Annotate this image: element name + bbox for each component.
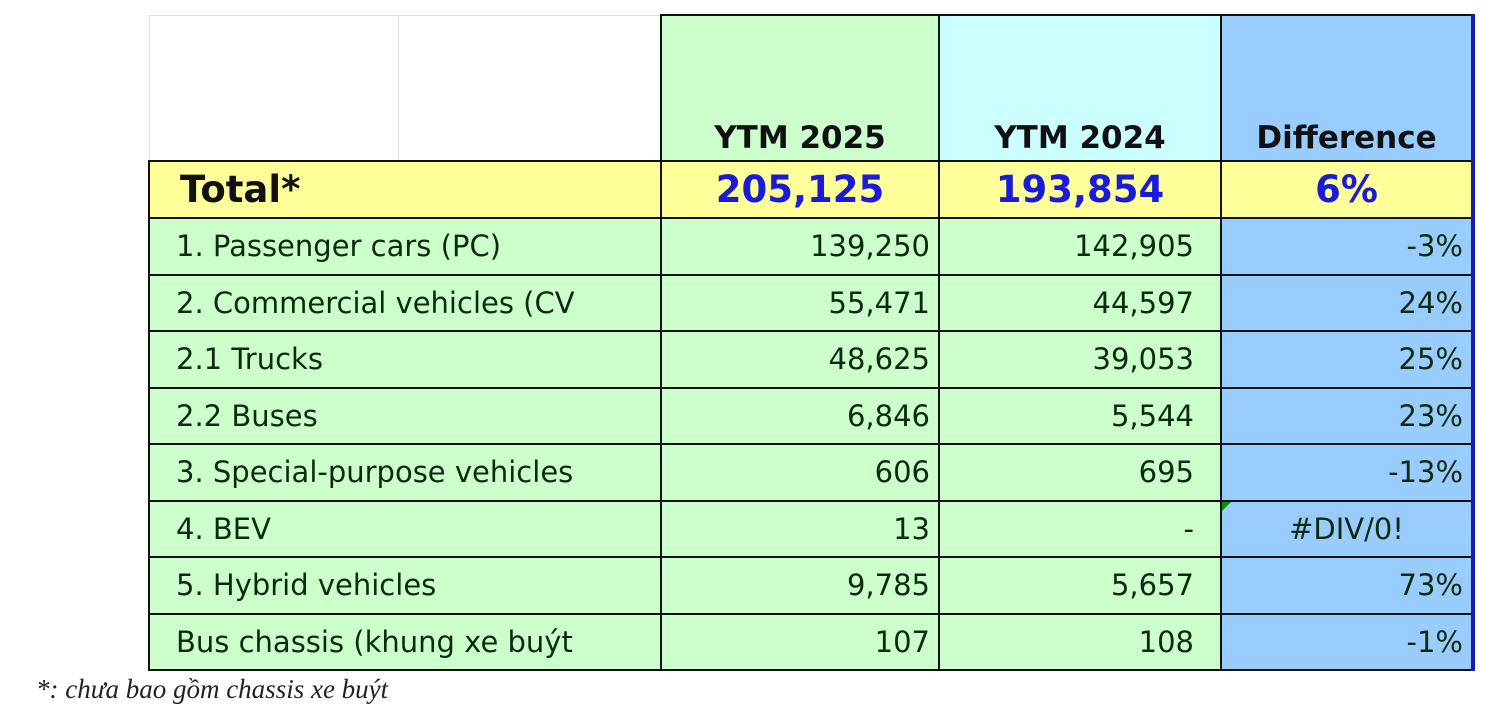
row-label: 4. BEV (148, 499, 662, 558)
table-row: 2.2 Buses 6,846 5,544 23% (148, 386, 1475, 445)
row-difference: #DIV/0! (1220, 499, 1475, 558)
row-ytm-2024: 44,597 (938, 273, 1222, 332)
row-ytm-2025: 55,471 (660, 273, 940, 332)
total-label: Total* (148, 160, 662, 219)
row-ytm-2024: 39,053 (938, 330, 1222, 389)
header-ytm-2024: YTM 2024 (938, 14, 1222, 162)
row-ytm-2025: 107 (660, 612, 940, 671)
row-ytm-2025: 139,250 (660, 217, 940, 276)
table-row: 4. BEV 13- #DIV/0! (148, 499, 1475, 558)
row-difference: -13% (1220, 443, 1475, 502)
row-ytm-2024: 5,544 (938, 386, 1222, 445)
row-ytm-2025: 48,625 (660, 330, 940, 389)
row-difference: 25% (1220, 330, 1475, 389)
total-row: Total* 205,125 193,854 6% (148, 160, 1475, 219)
row-label: Bus chassis (khung xe buýt (148, 612, 662, 671)
row-ytm-2024: 695 (938, 443, 1222, 502)
row-ytm-2024: 5,657 (938, 556, 1222, 615)
row-ytm-2024: 108 (938, 612, 1222, 671)
row-difference: 24% (1220, 273, 1475, 332)
row-difference: 23% (1220, 386, 1475, 445)
header-row: YTM 2025 YTM 2024 Difference (148, 14, 1475, 162)
footnote: *: chưa bao gồm chassis xe buýt (36, 674, 389, 704)
total-difference: 6% (1220, 160, 1475, 219)
row-label: 2.1 Trucks (148, 330, 662, 389)
row-difference: -1% (1220, 612, 1475, 671)
sales-table: YTM 2025 YTM 2024 Difference Total* 205,… (148, 14, 1475, 671)
row-difference: -3% (1220, 217, 1475, 276)
row-label: 2.2 Buses (148, 386, 662, 445)
total-ytm-2025: 205,125 (660, 160, 940, 219)
table-row: 3. Special-purpose vehicles 606 695 -13% (148, 443, 1475, 502)
header-blank-1 (148, 14, 399, 162)
row-label: 2. Commercial vehicles (CV (148, 273, 662, 332)
row-ytm-2025: 6,846 (660, 386, 940, 445)
total-ytm-2024: 193,854 (938, 160, 1222, 219)
table-row: 2.1 Trucks 48,625 39,053 25% (148, 330, 1475, 389)
row-ytm-2024: - (938, 499, 1222, 558)
row-ytm-2025: 9,785 (660, 556, 940, 615)
header-ytm-2025: YTM 2025 (660, 14, 940, 162)
table-row: 5. Hybrid vehicles 9,785 5,657 73% (148, 556, 1475, 615)
row-label: 5. Hybrid vehicles (148, 556, 662, 615)
row-ytm-2024: 142,905 (938, 217, 1222, 276)
row-ytm-2025: 13 (660, 499, 940, 558)
header-blank-2 (397, 14, 662, 162)
row-label: 1. Passenger cars (PC) (148, 217, 662, 276)
header-difference: Difference (1220, 14, 1475, 162)
row-ytm-2025: 606 (660, 443, 940, 502)
row-label: 3. Special-purpose vehicles (148, 443, 662, 502)
table-row: 2. Commercial vehicles (CV 55,471 44,597 24… (148, 273, 1475, 332)
table-row: Bus chassis (khung xe buýt 107 108 -1% (148, 612, 1475, 671)
table-row: 1. Passenger cars (PC) 139,250 142,905 -3% (148, 217, 1475, 276)
row-difference: 73% (1220, 556, 1475, 615)
